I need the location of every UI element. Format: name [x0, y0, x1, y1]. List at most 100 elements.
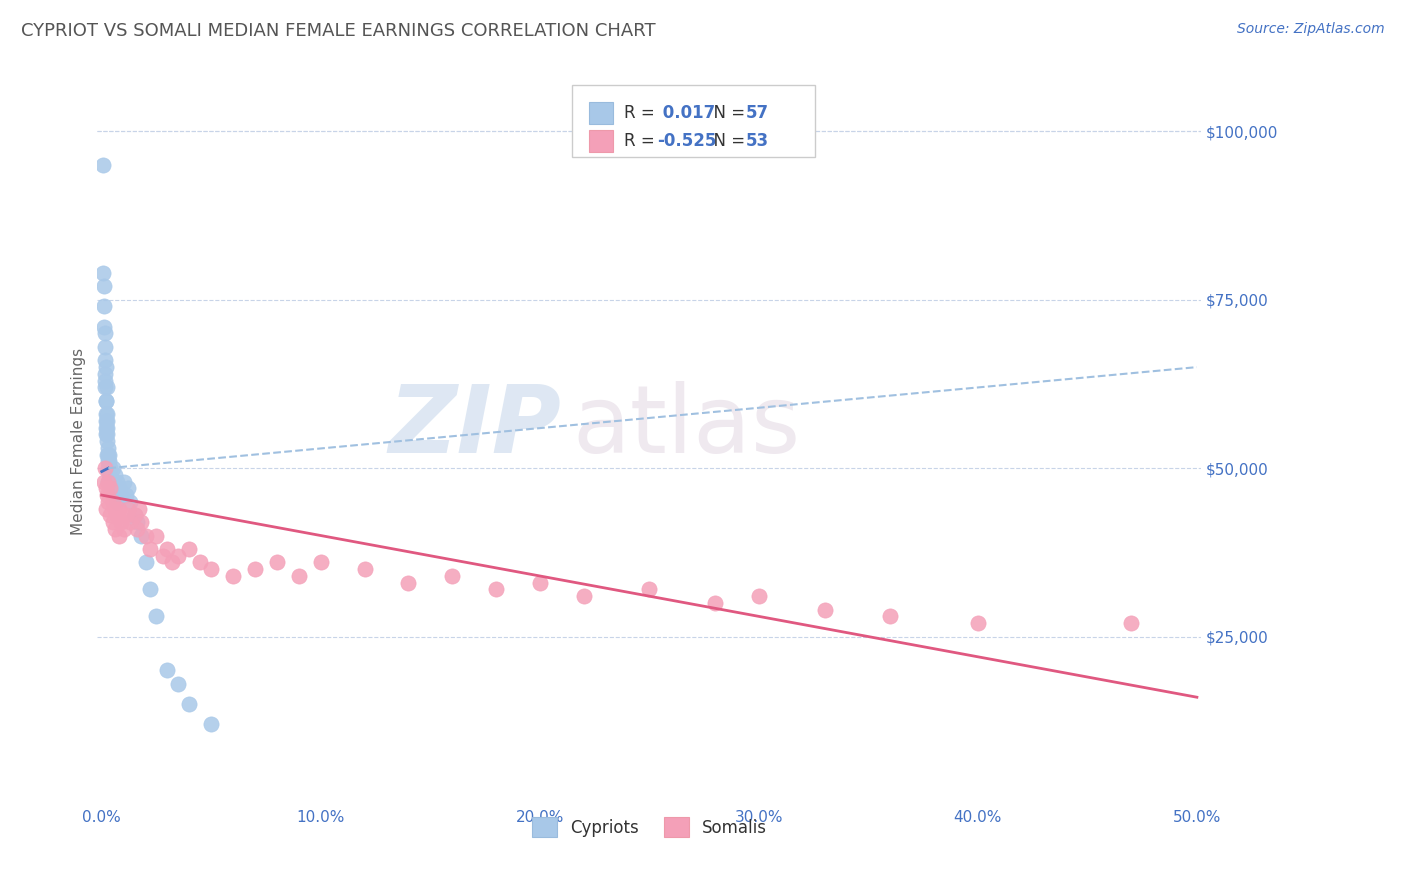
Point	[110, 488, 132, 502]
Point	[104, 488, 127, 502]
Point	[114, 488, 136, 502]
Point	[94, 360, 117, 375]
Point	[94, 482, 117, 496]
Point	[222, 569, 245, 583]
Point	[97, 461, 120, 475]
Text: CYPRIOT VS SOMALI MEDIAN FEMALE EARNINGS CORRELATION CHART: CYPRIOT VS SOMALI MEDIAN FEMALE EARNINGS…	[21, 22, 655, 40]
Point	[748, 589, 770, 603]
Point	[243, 562, 266, 576]
Point	[152, 549, 174, 563]
Text: ZIP: ZIP	[388, 381, 561, 473]
Text: N =: N =	[703, 104, 751, 122]
Point	[441, 569, 464, 583]
Point	[105, 495, 128, 509]
Point	[1121, 616, 1143, 631]
Point	[97, 467, 120, 482]
Text: 57: 57	[745, 104, 769, 122]
Point	[93, 279, 115, 293]
Point	[94, 393, 117, 408]
Point	[91, 158, 114, 172]
Point	[167, 549, 190, 563]
Point	[97, 454, 120, 468]
Point	[94, 367, 117, 381]
Point	[117, 482, 139, 496]
Point	[188, 556, 211, 570]
Point	[93, 340, 115, 354]
Point	[309, 556, 332, 570]
Point	[96, 421, 118, 435]
Point	[105, 475, 128, 489]
Point	[93, 266, 115, 280]
Point	[97, 448, 120, 462]
Text: N =: N =	[703, 132, 751, 150]
Point	[125, 522, 148, 536]
Point	[117, 501, 139, 516]
Point	[145, 528, 167, 542]
Point	[156, 663, 179, 677]
Point	[94, 414, 117, 428]
Point	[104, 467, 127, 482]
Text: R =: R =	[624, 104, 659, 122]
Point	[112, 522, 135, 536]
Text: -0.525: -0.525	[657, 132, 717, 150]
Point	[94, 501, 117, 516]
Point	[94, 380, 117, 394]
Point	[114, 508, 136, 523]
Point	[101, 515, 124, 529]
Point	[813, 602, 835, 616]
Point	[638, 582, 661, 597]
Point	[129, 515, 152, 529]
Point	[97, 454, 120, 468]
Point	[93, 475, 115, 489]
Point	[112, 475, 135, 489]
Point	[572, 589, 595, 603]
Point	[160, 556, 183, 570]
Point	[179, 541, 201, 556]
Point	[97, 441, 120, 455]
Point	[966, 616, 988, 631]
Point	[94, 326, 117, 341]
Point	[96, 448, 118, 462]
Text: 0.017: 0.017	[657, 104, 716, 122]
Point	[128, 501, 150, 516]
Point	[94, 407, 117, 421]
Point	[156, 541, 179, 556]
Point	[104, 522, 127, 536]
Point	[96, 380, 118, 394]
Point	[129, 528, 152, 542]
Point	[96, 414, 118, 428]
Point	[94, 353, 117, 368]
Point	[100, 475, 122, 489]
Point	[94, 427, 117, 442]
Point	[96, 407, 118, 421]
Text: Source: ZipAtlas.com: Source: ZipAtlas.com	[1237, 22, 1385, 37]
Point	[124, 508, 146, 523]
FancyBboxPatch shape	[572, 85, 815, 158]
Point	[100, 461, 122, 475]
Point	[288, 569, 311, 583]
Text: 53: 53	[745, 132, 769, 150]
Point	[110, 515, 132, 529]
Point	[93, 319, 115, 334]
Point	[266, 556, 288, 570]
Point	[104, 501, 127, 516]
Point	[98, 448, 121, 462]
Point	[97, 475, 120, 489]
Point	[120, 495, 142, 509]
Point	[879, 609, 901, 624]
Legend: Cypriots, Somalis: Cypriots, Somalis	[524, 810, 773, 844]
Point	[101, 495, 124, 509]
Point	[139, 541, 162, 556]
Point	[200, 562, 222, 576]
Point	[145, 609, 167, 624]
Point	[101, 482, 124, 496]
Point	[100, 508, 122, 523]
Point	[179, 697, 201, 711]
Point	[108, 528, 131, 542]
Text: R =: R =	[624, 132, 659, 150]
FancyBboxPatch shape	[589, 103, 613, 124]
Point	[124, 508, 146, 523]
Point	[96, 434, 118, 449]
Point	[135, 528, 157, 542]
Point	[353, 562, 375, 576]
